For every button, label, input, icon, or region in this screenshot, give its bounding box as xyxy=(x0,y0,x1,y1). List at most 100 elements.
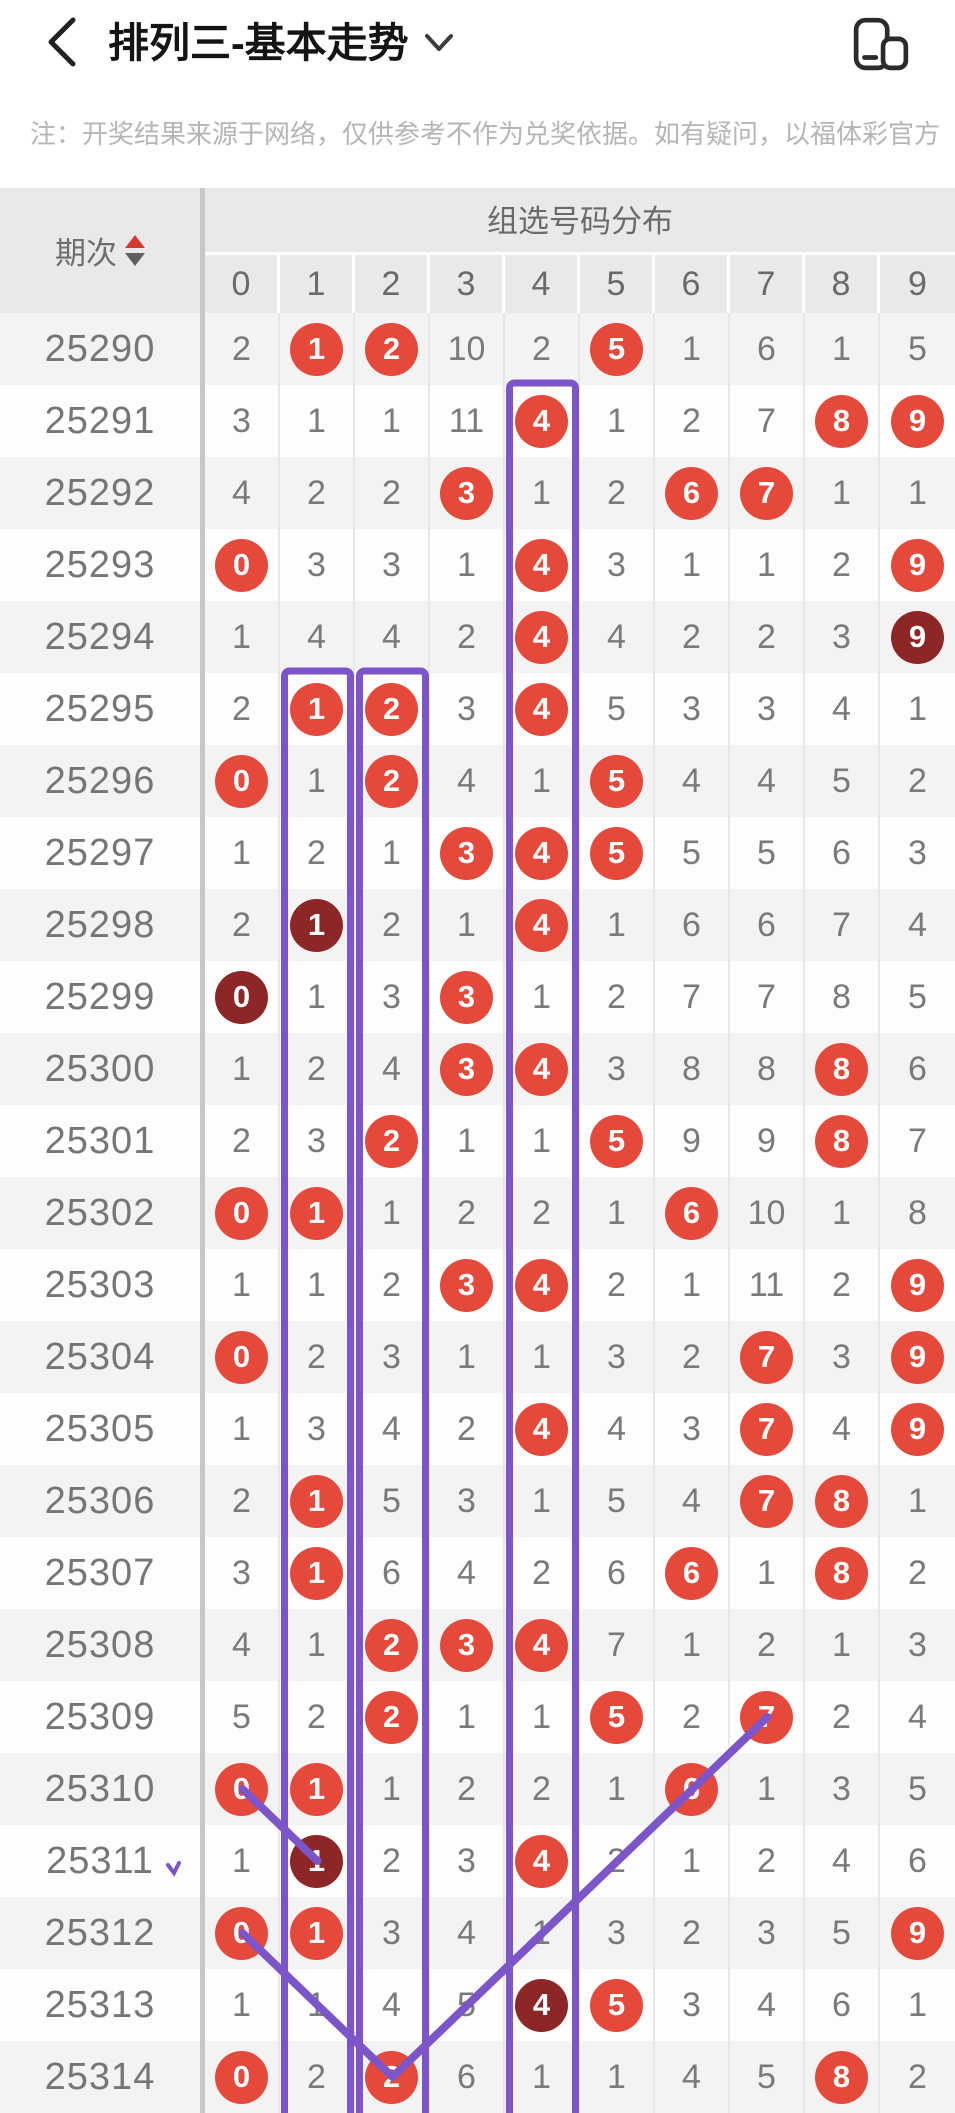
number-cell: 2 xyxy=(580,1249,655,1321)
period-cell: 25295 xyxy=(44,687,156,730)
number-cell: 10 xyxy=(730,1177,805,1249)
number-cell: 6 xyxy=(655,1753,730,1825)
hot-number-badge: 8 xyxy=(815,394,868,448)
number-cell: 6 xyxy=(730,313,805,385)
number-cell: 5 xyxy=(580,673,655,745)
period-cell: 25290 xyxy=(44,327,156,370)
number-cell: 7 xyxy=(730,457,805,529)
chevron-down-icon[interactable] xyxy=(424,32,454,54)
number-cell: 2 xyxy=(355,673,430,745)
table-row: 25304 0 2 3 1 1 3 2 7 3 9 xyxy=(0,1321,955,1393)
number-cell: 3 xyxy=(280,1393,355,1465)
hot-number-badge: 3 xyxy=(440,1258,493,1312)
number-cell: 9 xyxy=(655,1105,730,1177)
hot-number-badge: 2 xyxy=(365,754,418,808)
repeat-number-badge: 1 xyxy=(290,1834,343,1888)
sort-desc-icon[interactable] xyxy=(125,253,145,266)
hot-number-badge: 5 xyxy=(590,754,643,808)
number-cell: 2 xyxy=(505,1537,580,1609)
period-column-header: 期次 xyxy=(0,188,200,313)
number-cell: 3 xyxy=(580,1321,655,1393)
number-cell: 2 xyxy=(355,457,430,529)
number-cell: 9 xyxy=(880,529,955,601)
period-cell: 25305 xyxy=(44,1407,156,1450)
number-cell: 3 xyxy=(430,961,505,1033)
back-icon[interactable] xyxy=(44,16,78,68)
number-cell: 1 xyxy=(655,1825,730,1897)
number-cell: 7 xyxy=(805,889,880,961)
number-cell: 2 xyxy=(355,1249,430,1321)
period-cell: 25294 xyxy=(44,615,156,658)
number-cell: 6 xyxy=(908,1049,927,1088)
period-cell: 25302 xyxy=(44,1191,156,1234)
hot-number-badge: 9 xyxy=(891,1402,944,1456)
hot-number-badge: 5 xyxy=(590,826,643,880)
number-cell: 1 xyxy=(280,1969,355,2041)
number-cell: 8 xyxy=(805,1105,880,1177)
number-cell: 1 xyxy=(505,457,580,529)
floating-window-icon[interactable] xyxy=(852,14,910,72)
number-cell: 8 xyxy=(805,961,880,1033)
number-cell: 3 xyxy=(580,1033,655,1105)
table-row: 25293 0 3 3 1 4 3 1 1 2 9 xyxy=(0,529,955,601)
table-row: 25290 2 1 2 10 2 5 1 6 1 5 xyxy=(0,313,955,385)
number-cell: 2 xyxy=(205,673,280,745)
number-cell: 1 xyxy=(355,1177,430,1249)
number-cell: 2 xyxy=(280,2041,355,2113)
number-cell: 3 xyxy=(430,673,505,745)
sort-asc-icon[interactable] xyxy=(125,235,145,248)
hot-number-badge: 4 xyxy=(515,1402,568,1456)
hot-number-badge: 4 xyxy=(515,826,568,880)
page-title[interactable]: 排列三-基本走势 xyxy=(108,20,409,66)
disclaimer-text: 注：开奖结果来源于网络，仅供参考不作为兑奖依据。如有疑问，以福体彩官方 xyxy=(30,119,941,149)
number-cell: 4 xyxy=(655,2041,730,2113)
hot-number-badge: 3 xyxy=(440,970,493,1024)
number-cell: 0 xyxy=(205,1177,280,1249)
hot-number-badge: 0 xyxy=(215,1906,268,1960)
hot-number-badge: 5 xyxy=(590,322,643,376)
number-cell: 2 xyxy=(805,529,880,601)
period-cell: 25304 xyxy=(44,1335,156,1378)
number-cell: 1 xyxy=(280,385,355,457)
number-cell: 0 xyxy=(205,1897,280,1969)
number-cell: 1 xyxy=(655,313,730,385)
table-row: 25308 4 1 2 3 4 7 1 2 1 3 xyxy=(0,1609,955,1681)
number-cell: 0 xyxy=(205,2041,280,2113)
number-cell: 9 xyxy=(880,1321,955,1393)
number-cell: 4 xyxy=(805,1393,880,1465)
number-cell: 8 xyxy=(805,1537,880,1609)
number-cell: 1 xyxy=(430,529,505,601)
digit-column-header: 0 xyxy=(205,255,280,313)
hot-number-badge: 0 xyxy=(215,1330,268,1384)
number-cell: 1 xyxy=(205,1825,280,1897)
number-cell: 4 xyxy=(805,1825,880,1897)
number-cell: 1 xyxy=(280,1825,355,1897)
number-cell: 4 xyxy=(430,745,505,817)
number-cell: 8 xyxy=(730,1033,805,1105)
number-cell: 1 xyxy=(805,457,880,529)
table-row: 25302 0 1 1 2 2 1 6 10 1 8 xyxy=(0,1177,955,1249)
digit-column-header: 9 xyxy=(908,264,927,303)
number-cell: 4 xyxy=(580,601,655,673)
table-body: 25290 2 1 2 10 2 5 1 6 1 5 25291 3 1 1 11 4 1 2 7 8 9 25292 4 2 2… xyxy=(0,313,955,2113)
hot-number-badge: 9 xyxy=(891,1330,944,1384)
number-cell: 11 xyxy=(430,385,505,457)
number-cell: 1 xyxy=(505,1681,580,1753)
number-cell: 1 xyxy=(355,1753,430,1825)
number-cell: 10 xyxy=(430,313,505,385)
column-divider xyxy=(200,188,205,2113)
hot-number-badge: 6 xyxy=(665,1546,718,1600)
number-cell: 3 xyxy=(355,1897,430,1969)
number-cell: 1 xyxy=(805,313,880,385)
number-cell: 1 xyxy=(655,1249,730,1321)
number-cell: 8 xyxy=(908,1193,927,1232)
number-cell: 2 xyxy=(908,761,927,800)
number-cell: 6 xyxy=(805,1969,880,2041)
number-cell: 3 xyxy=(730,1897,805,1969)
table-row: 25305 1 3 4 2 4 4 3 7 4 9 xyxy=(0,1393,955,1465)
period-cell: 25298 xyxy=(44,903,156,946)
number-cell: 5 xyxy=(580,1681,655,1753)
hot-number-badge: 0 xyxy=(215,1762,268,1816)
number-cell: 1 xyxy=(505,1897,580,1969)
